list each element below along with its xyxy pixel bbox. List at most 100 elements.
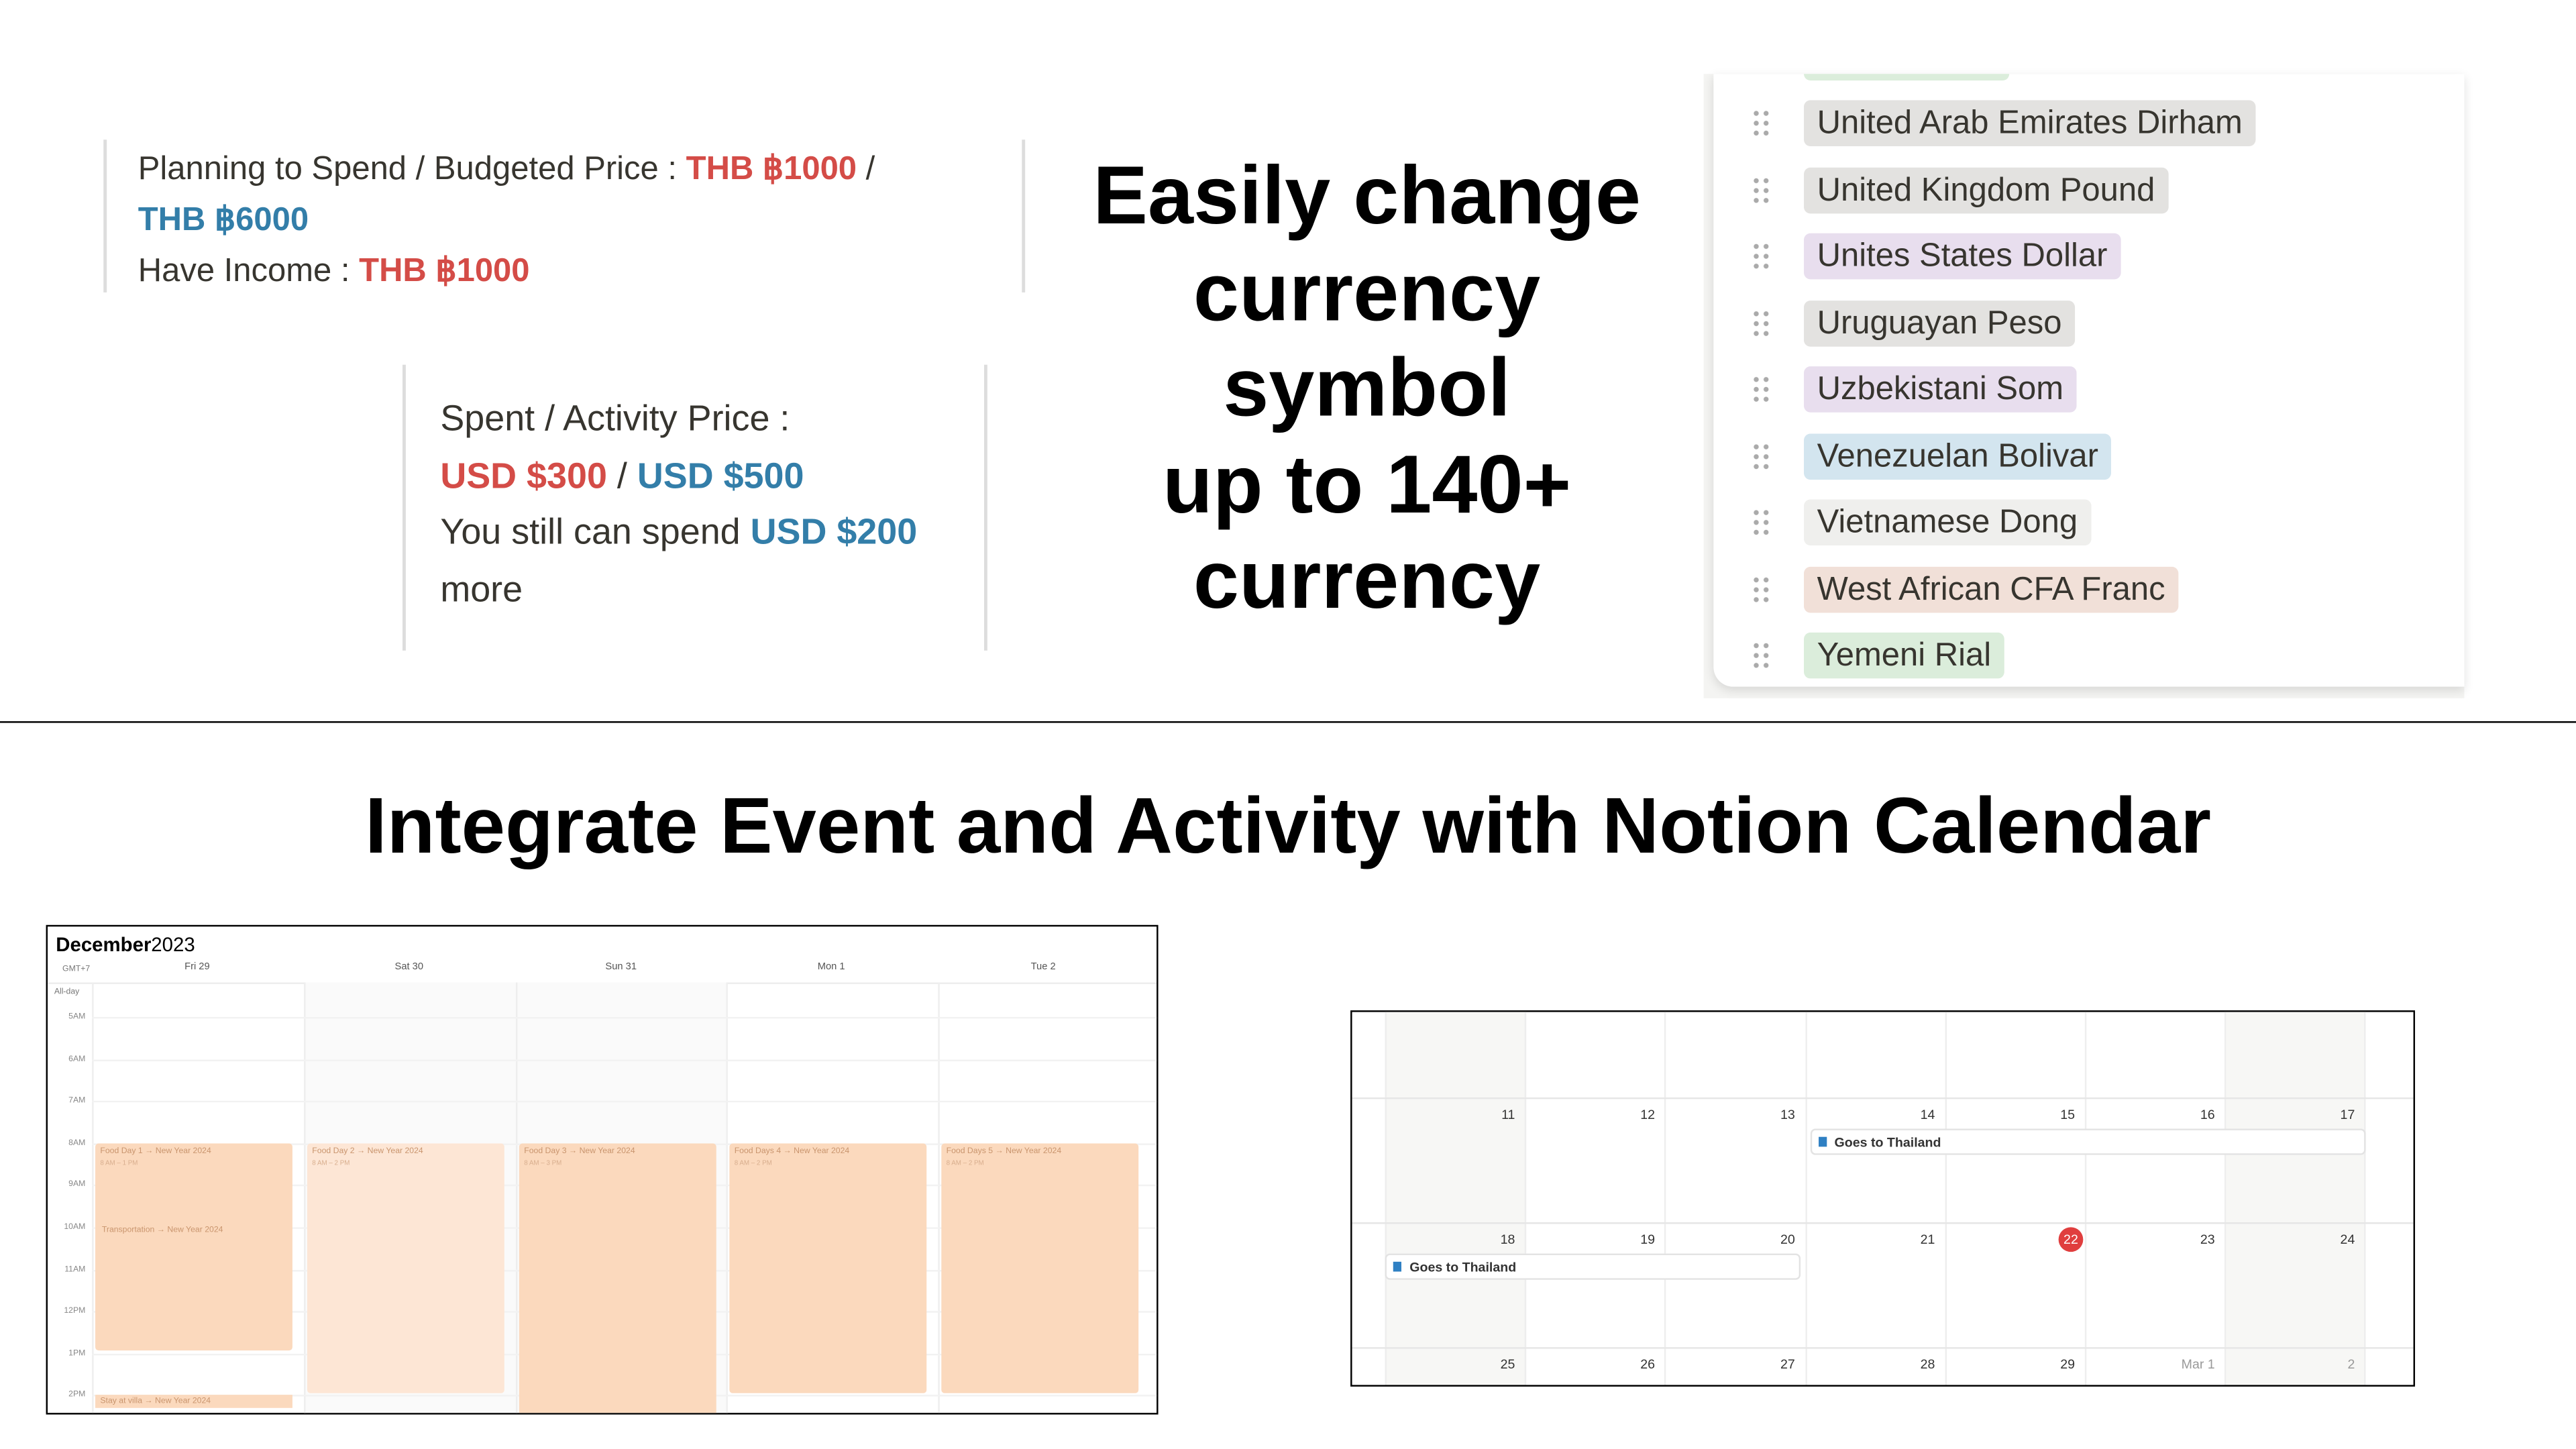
currency-panel: United Arab Emirates Dirham United Kingdo…: [1713, 74, 2465, 687]
hour-label: 5AM: [68, 1012, 86, 1022]
chip: United Kingdom Pound: [1804, 166, 2168, 213]
month-calendar: 11 12 13 14 15 16 17 18 19 20 21 22 23 24 25 26 27 28 29 Ma…: [1350, 1010, 2416, 1387]
day-number: 16: [2200, 1107, 2215, 1122]
day-label: Sun 31: [605, 963, 637, 973]
headline-line: currency: [1193, 246, 1541, 338]
hour-label: 1PM: [68, 1348, 86, 1358]
week-calendar: December 2023 GMT+7 All-day Fri 29 Sat 30 Sun …: [46, 924, 1159, 1415]
day-label: Mon 1: [817, 963, 845, 973]
drag-handle: [1751, 374, 1772, 405]
event-title: Food Days 5 → New Year 2024: [946, 1146, 1062, 1157]
day-number: 15: [2060, 1107, 2076, 1122]
day-number: Mar 1: [2181, 1356, 2215, 1372]
event-icon: [1818, 1136, 1827, 1147]
day-number: 26: [1640, 1356, 1656, 1372]
grid-line: [92, 1101, 1157, 1103]
separator: /: [606, 454, 637, 496]
chip: Vietnamese Dong: [1804, 499, 2091, 546]
grid-line: [1352, 1222, 2414, 1224]
day-column: [1945, 1012, 2086, 1385]
amount: THB ฿1000: [686, 151, 857, 188]
grid-line: [1352, 1097, 2414, 1099]
headline: Easily change currency symbol up to 140+ cur…: [1038, 148, 1696, 628]
hour-label: 2PM: [68, 1390, 86, 1401]
grid-line: [92, 1059, 1157, 1061]
grid-line: [1352, 1347, 2414, 1349]
drag-handle: [1751, 641, 1772, 671]
headline-line: symbol: [1223, 341, 1511, 434]
amount: USD $200: [750, 511, 918, 552]
drag-handle: [1751, 507, 1772, 537]
chip: Unites States Dollar: [1804, 233, 2121, 280]
hour-label: 6AM: [68, 1054, 86, 1064]
day-number: 19: [1640, 1232, 1656, 1247]
day-column: [726, 982, 938, 1413]
day-column: [92, 982, 304, 1413]
divider: [0, 721, 2576, 723]
day-number: 21: [1920, 1232, 1935, 1247]
day-column: [2224, 1012, 2367, 1385]
day-number: 18: [1500, 1232, 1515, 1247]
day-label: Sat 30: [394, 963, 424, 973]
event: Goes to Thailand: [1809, 1128, 2365, 1155]
headline-line: currency: [1193, 533, 1541, 627]
day-column: [938, 982, 1150, 1413]
activity-card: Spent / Activity Price : USD $300 / USD …: [440, 391, 917, 618]
headline-line: up to 140+: [1163, 437, 1572, 530]
hour-label: 10AM: [64, 1222, 86, 1232]
grid-line: [92, 1016, 1157, 1019]
day-number: 11: [1501, 1107, 1515, 1122]
event-title: Stay at villa → New Year 2024: [100, 1396, 211, 1407]
day-number: 22: [2063, 1232, 2078, 1247]
day-number: 29: [2060, 1356, 2076, 1372]
day-number: 17: [2340, 1107, 2355, 1122]
day-number: 2: [2347, 1356, 2355, 1372]
label: Have Income :: [138, 253, 360, 290]
day-number: 24: [2340, 1232, 2355, 1247]
drag-handle: [1751, 108, 1772, 138]
budget-card: Planning to Spend / Budgeted Price : THB…: [138, 145, 875, 298]
event-icon: [1393, 1261, 1401, 1272]
hour-label: 11AM: [64, 1264, 86, 1275]
hour-label: 8AM: [68, 1138, 86, 1148]
card-border: [103, 140, 107, 292]
event-time: 8 AM – 1 PM: [100, 1158, 138, 1167]
day-column: [2084, 1012, 2226, 1385]
event-title: Goes to Thailand: [1409, 1260, 1517, 1275]
event-title: Food Days 4 → New Year 2024: [734, 1146, 850, 1157]
chip: Venezuelan Bolivar: [1804, 433, 2112, 479]
chip: Yemeni Rial: [1804, 632, 2004, 679]
year-title: 2023: [151, 933, 195, 957]
day-number: 23: [2200, 1232, 2215, 1247]
label: Planning to Spend / Budgeted Price :: [138, 151, 686, 188]
day-column: [1805, 1012, 1946, 1385]
drag-handle: [1751, 308, 1772, 338]
event-time: 8 AM – 2 PM: [734, 1158, 772, 1167]
event-title: Food Day 1 → New Year 2024: [100, 1146, 211, 1157]
day-number: 25: [1500, 1356, 1515, 1372]
hour-label: 9AM: [68, 1180, 86, 1191]
drag-handle: [1751, 574, 1772, 604]
drag-handle: [1751, 441, 1772, 471]
card-border: [402, 364, 406, 651]
event: Food Days 4 → New Year 2024 8 AM – 2 PM: [729, 1143, 927, 1393]
event: Food Day 3 → New Year 2024 8 AM – 3 PM: [519, 1143, 716, 1413]
timezone: GMT+7: [62, 964, 91, 975]
day-column: [1664, 1012, 1807, 1385]
event-time: 8 AM – 3 PM: [524, 1158, 562, 1167]
event: Stay at villa → New Year 2024: [95, 1395, 292, 1408]
hour-label: 7AM: [68, 1095, 86, 1106]
separator: /: [857, 151, 875, 188]
drag-handle: [1751, 241, 1772, 272]
event: Food Day 1 → New Year 2024 8 AM – 1 PM: [95, 1143, 292, 1351]
day-label: Tue 2: [1030, 963, 1056, 973]
day-column: [1385, 1012, 1527, 1385]
event-title: Goes to Thailand: [1834, 1135, 1941, 1150]
amount: USD $500: [637, 454, 804, 496]
day-number: 28: [1920, 1356, 1935, 1372]
label: You still can spend: [440, 511, 751, 552]
event-title: Food Day 2 → New Year 2024: [312, 1146, 423, 1157]
day-number: 20: [1780, 1232, 1795, 1247]
day-label: Fri 29: [184, 963, 210, 973]
